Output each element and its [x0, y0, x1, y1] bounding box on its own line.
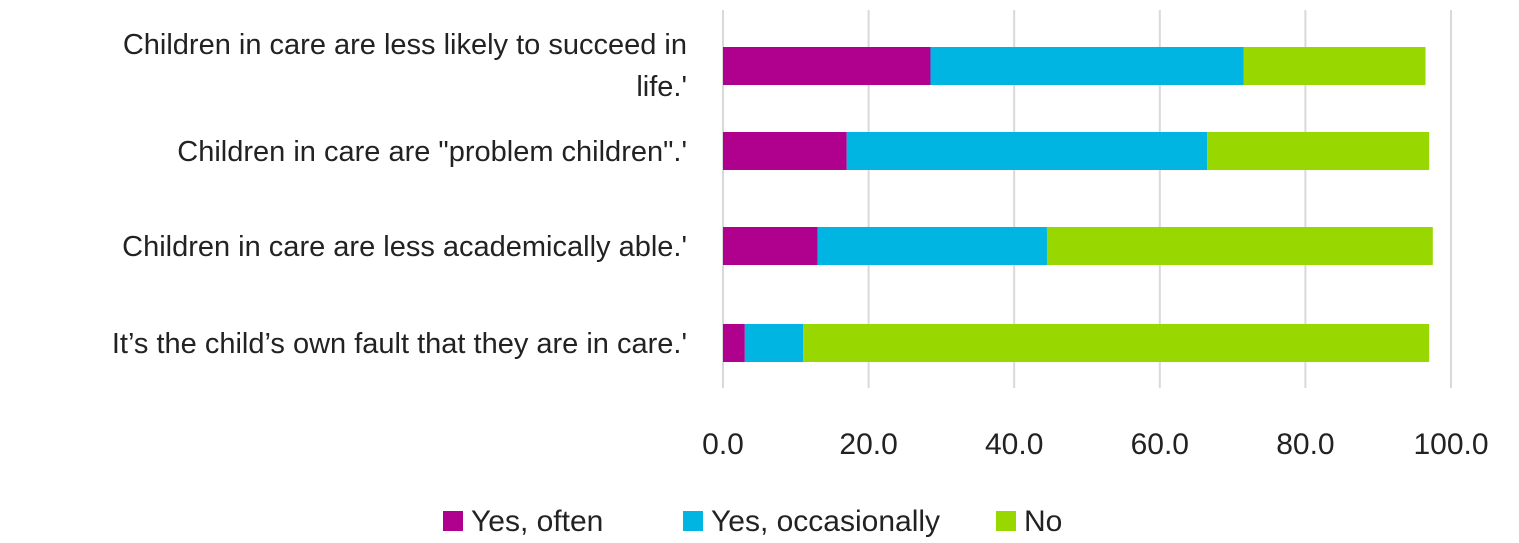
category-label: life.': [636, 71, 687, 103]
bar-segment: [1046, 227, 1433, 265]
x-tick-label: 20.0: [839, 428, 897, 461]
category-labels: Children in care are less likely to succ…: [112, 29, 687, 360]
x-tick-label: 60.0: [1131, 428, 1189, 461]
bar-segment: [1243, 47, 1426, 85]
bar-segment: [723, 227, 818, 265]
bar-segment: [723, 324, 745, 362]
legend-swatch: [996, 511, 1016, 531]
x-tick-label: 0.0: [702, 428, 744, 461]
bars: [723, 47, 1433, 362]
legend-label: No: [1024, 505, 1062, 538]
x-tick-label: 100.0: [1413, 428, 1488, 461]
x-tick-label: 40.0: [985, 428, 1043, 461]
category-label: Children in care are less likely to succ…: [123, 29, 687, 61]
bar-segment: [723, 47, 931, 85]
legend: Yes, often Yes, occasionally No: [443, 505, 1062, 538]
bar-segment: [846, 132, 1208, 170]
legend-label: Yes, occasionally: [711, 505, 940, 538]
bar-segment: [803, 324, 1430, 362]
category-label: It’s the child’s own fault that they are…: [112, 328, 687, 360]
bar-segment: [1207, 132, 1430, 170]
legend-swatch: [683, 511, 703, 531]
bar-segment: [817, 227, 1047, 265]
bar-segment: [744, 324, 804, 362]
bar-segment: [930, 47, 1244, 85]
legend-swatch: [443, 511, 463, 531]
legend-label: Yes, often: [471, 505, 603, 538]
bar-segment: [723, 132, 847, 170]
category-label: Children in care are less academically a…: [122, 231, 687, 263]
x-axis-ticks: 0.0 20.0 40.0 60.0 80.0 100.0: [702, 428, 1488, 461]
x-tick-label: 80.0: [1276, 428, 1334, 461]
category-label: Children in care are "problem children".…: [177, 136, 687, 168]
